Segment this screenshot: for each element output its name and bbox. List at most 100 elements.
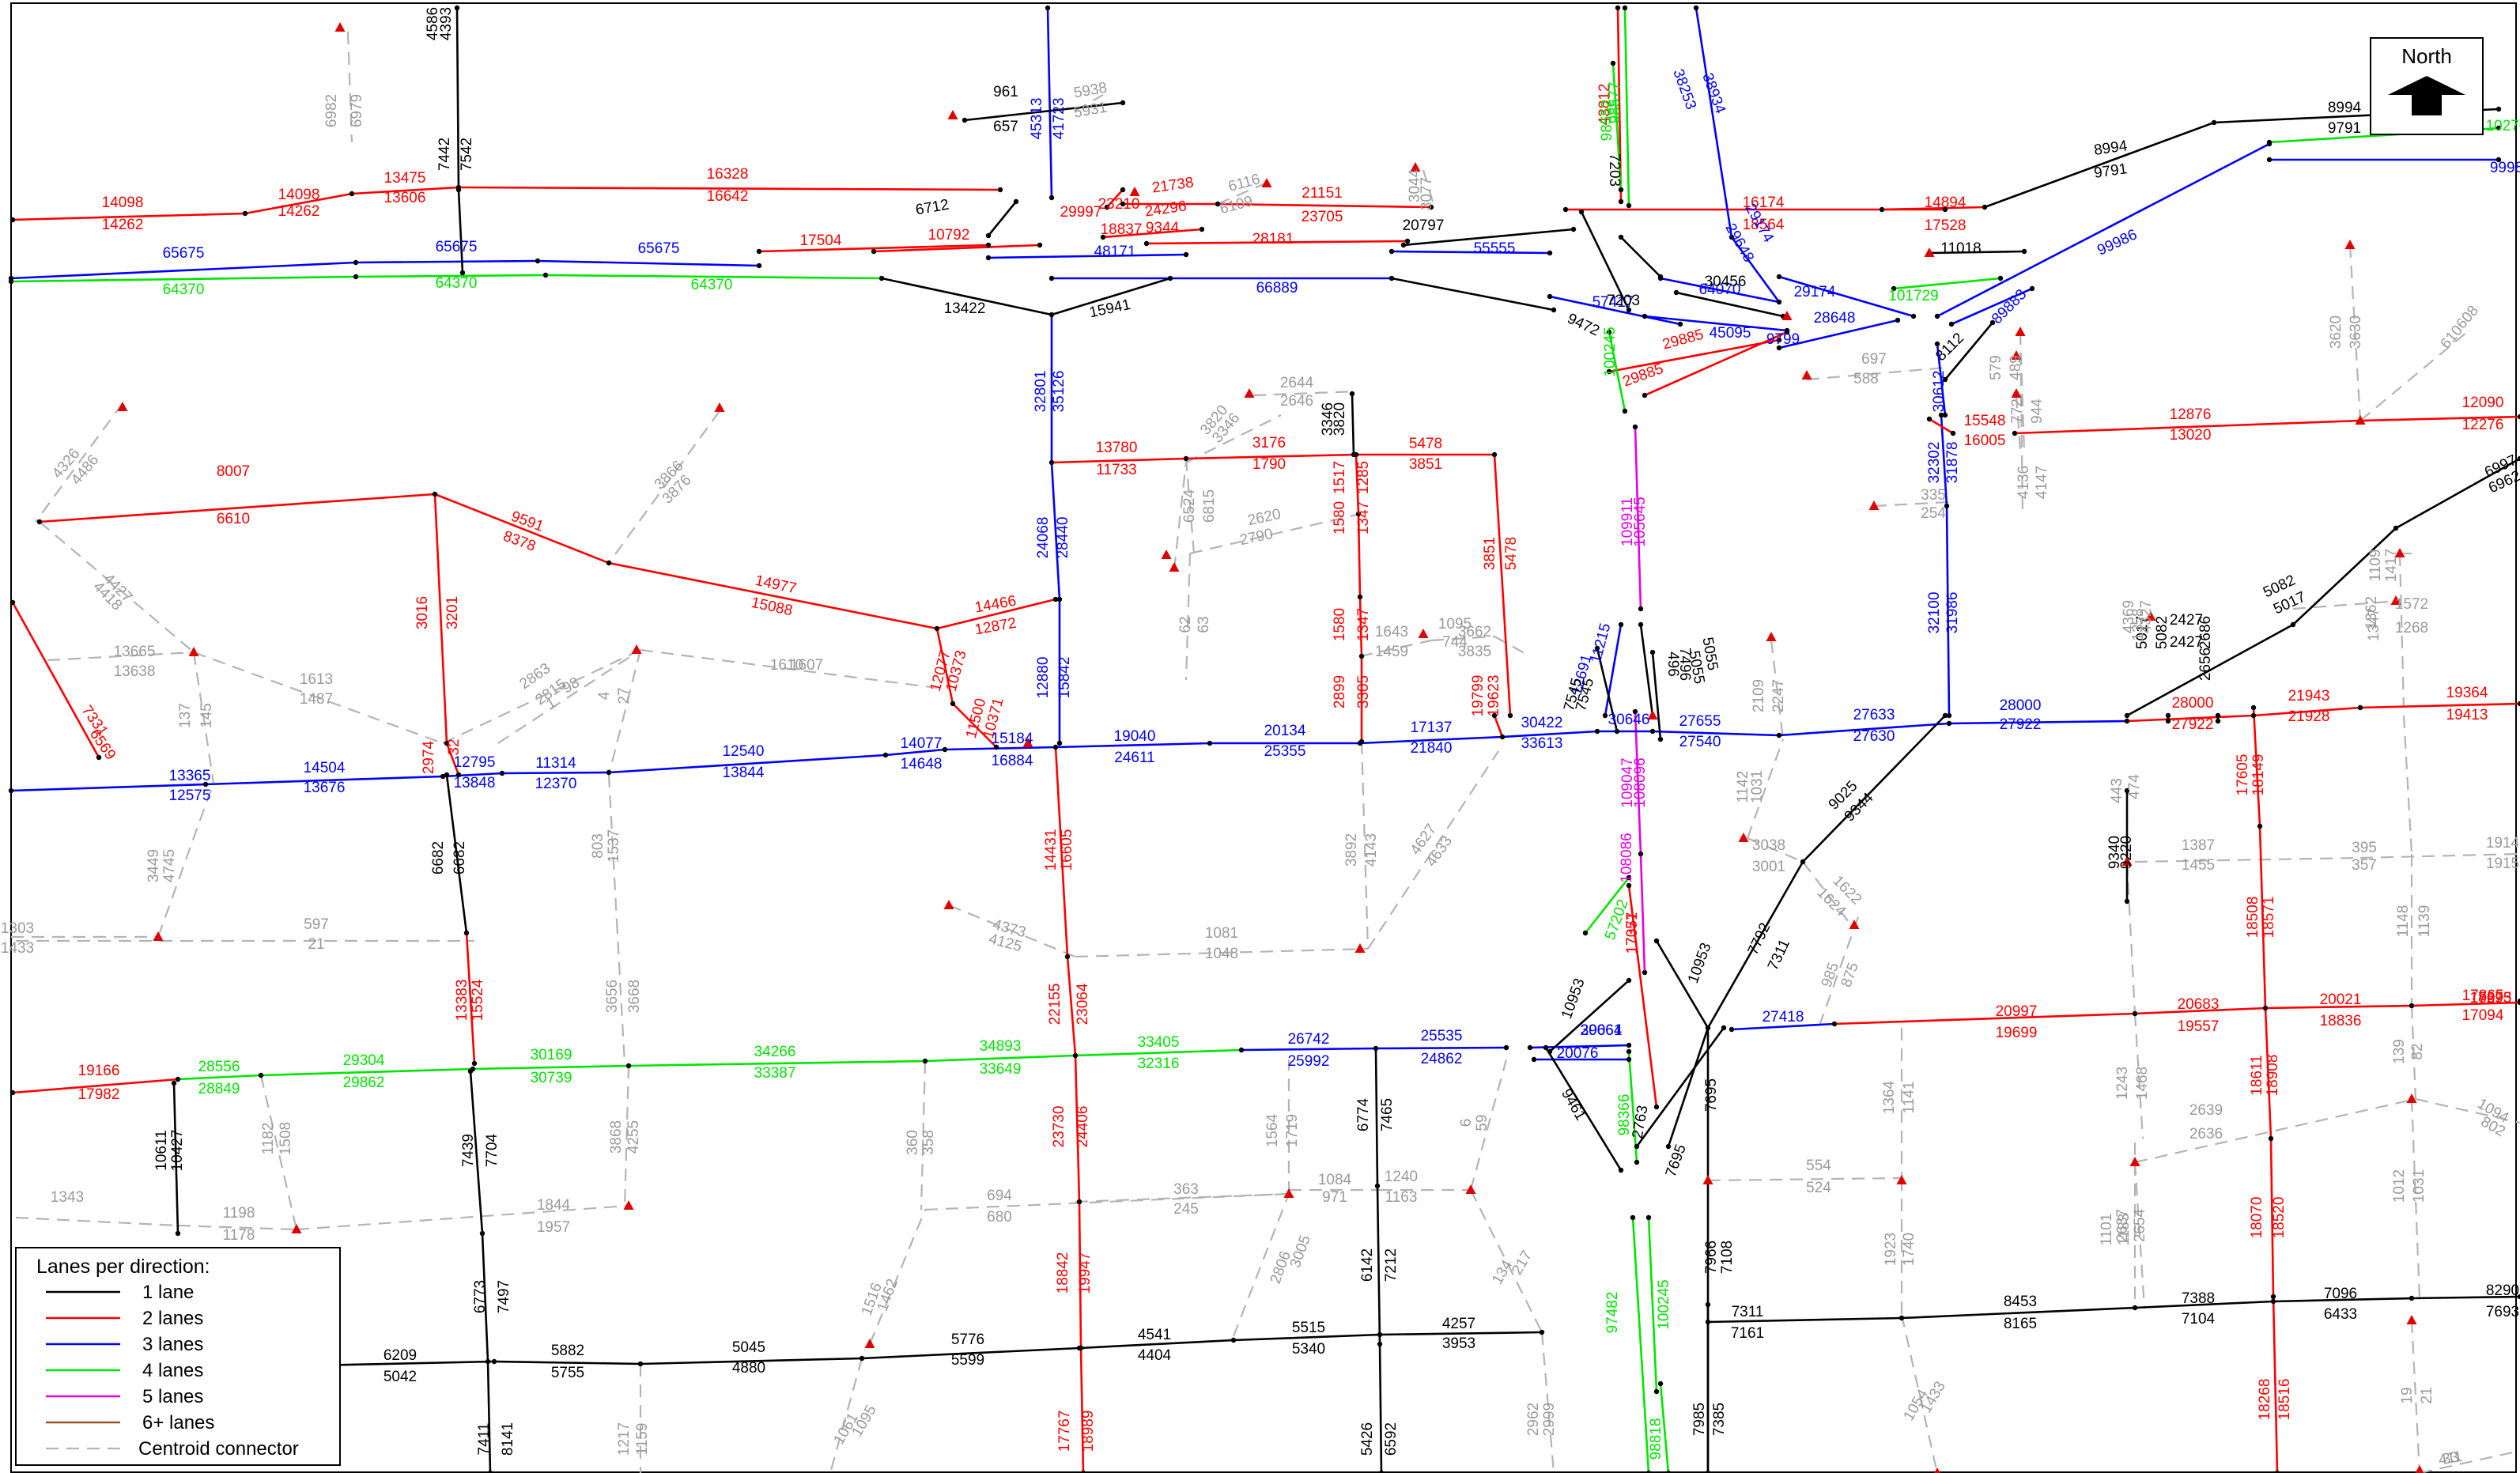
network-node xyxy=(463,930,470,936)
network-node xyxy=(1351,451,1357,458)
link-volume-label: 18564 xyxy=(1743,217,1785,233)
network-node xyxy=(1618,621,1624,628)
network-node xyxy=(1653,938,1660,944)
link-volume-label: 19413 xyxy=(2446,707,2488,723)
network-node xyxy=(1048,275,1055,281)
network-node xyxy=(9,1090,16,1096)
north-arrow: North xyxy=(2370,37,2484,135)
link-volume-label: 7203 xyxy=(1607,293,1640,309)
link-volume-label: 55555 xyxy=(1474,240,1516,257)
road-link xyxy=(465,932,476,1064)
link-volume-label: 7542 xyxy=(459,138,475,171)
network-node xyxy=(1705,1025,1711,1031)
connector-volume-label: 694 xyxy=(987,1188,1012,1204)
centroid-marker xyxy=(864,1339,875,1348)
network-node xyxy=(1705,1319,1711,1325)
link-volume-label: 7161 xyxy=(1731,1325,1764,1342)
road-link xyxy=(442,772,503,778)
connector-volume-label: 3620 xyxy=(2328,315,2344,349)
network-node xyxy=(1120,100,1126,106)
connector-volume-label: 6 xyxy=(1458,1119,1475,1127)
network-node xyxy=(1230,1337,1237,1343)
link-volume-label: 16642 xyxy=(707,188,749,205)
link-volume-label: 21738 xyxy=(1151,174,1195,196)
connector-volume-label: 6815 xyxy=(1201,489,1218,523)
centroid-marker xyxy=(1354,943,1366,953)
network-node xyxy=(1143,240,1150,247)
network-node xyxy=(2495,125,2502,131)
connector-volume-label: 1508 xyxy=(278,1122,294,1155)
connector-volume-label: 134 xyxy=(1489,1257,1516,1287)
link-volume-label: 13422 xyxy=(944,300,986,317)
link-volume-label: 23064 xyxy=(1075,983,1091,1025)
link-volume-label: 19623 xyxy=(1486,675,1502,717)
road-link xyxy=(1676,291,1784,318)
connector-volume-label: 1243 xyxy=(2114,1067,2131,1100)
connector-volume-label: 2620 xyxy=(1246,506,1283,529)
road-link xyxy=(1945,505,1951,716)
connector-volume-label: 6979 xyxy=(349,94,365,127)
road-link xyxy=(1351,393,1355,455)
link-volume-label: 12276 xyxy=(2462,417,2504,433)
road-link xyxy=(1054,746,1069,957)
road-link xyxy=(987,201,1018,236)
link-volume-label: 1580 xyxy=(1332,608,1348,641)
connector-volume-label: 803 xyxy=(590,833,606,859)
road-link xyxy=(1079,1339,1234,1350)
connector-volume-label: 5938 xyxy=(1072,80,1108,102)
network-node xyxy=(1879,206,1885,213)
network-node xyxy=(2495,157,2502,163)
road-link xyxy=(1644,330,1788,397)
link-volume-label: 6142 xyxy=(1359,1248,1376,1282)
link-volume-label: 8994 xyxy=(2328,100,2362,116)
link-volume-label: 20076 xyxy=(1557,1045,1599,1062)
centroid-marker xyxy=(943,900,954,909)
connector-volume-label: 3044 xyxy=(1407,168,1423,202)
network-node xyxy=(1207,740,1213,746)
road-link xyxy=(2252,707,2261,827)
centroid-connector xyxy=(2359,331,2468,421)
network-node xyxy=(8,787,14,794)
link-volume-label: 41723 xyxy=(1051,98,1067,140)
connector-volume-label: 21 xyxy=(308,936,324,953)
road-link xyxy=(537,259,760,267)
network-node xyxy=(1776,299,1782,305)
centroid-connector xyxy=(442,649,641,744)
road-link xyxy=(481,1233,489,1362)
centroid-connector xyxy=(2415,1097,2520,1124)
link-volume-label: 5478 xyxy=(1409,436,1442,452)
centroid-marker xyxy=(714,402,725,412)
link-volume-label: 12370 xyxy=(535,776,577,792)
road-link xyxy=(1106,189,1124,208)
road-link xyxy=(1881,206,1985,211)
link-volume-label: 7439 xyxy=(460,1134,477,1167)
network-node xyxy=(455,187,462,193)
road-link xyxy=(2258,825,2267,1009)
centroid-connector xyxy=(193,651,444,745)
link-volume-label: 32316 xyxy=(1138,1056,1180,1072)
road-link xyxy=(1634,426,1642,610)
network-node xyxy=(997,187,1003,193)
link-volume-label: 6682 xyxy=(430,841,447,874)
network-node xyxy=(859,1355,865,1362)
network-node xyxy=(1705,1301,1711,1308)
road-link xyxy=(1403,228,1574,247)
link-volume-label: 29862 xyxy=(343,1075,385,1091)
network-node xyxy=(1649,728,1656,735)
network-node xyxy=(1642,392,1648,398)
centroid-marker xyxy=(1244,388,1255,398)
network-node xyxy=(1776,274,1782,280)
network-node xyxy=(1056,596,1063,602)
link-volume-label: 17767 xyxy=(1056,1411,1073,1452)
road-link xyxy=(172,1082,179,1234)
centroid-connector xyxy=(948,904,1076,958)
link-volume-label: 27540 xyxy=(1679,734,1721,750)
link-volume-label: 17371 xyxy=(1624,912,1641,954)
north-label: North xyxy=(2401,44,2452,68)
link-volume-label: 89883 xyxy=(1989,286,2030,327)
centroid-connector xyxy=(497,649,641,744)
centroid-marker xyxy=(1868,500,1880,510)
link-volume-label: 21928 xyxy=(2288,708,2330,725)
link-volume-label: 5426 xyxy=(1359,1422,1376,1456)
road-link xyxy=(1651,652,1662,740)
